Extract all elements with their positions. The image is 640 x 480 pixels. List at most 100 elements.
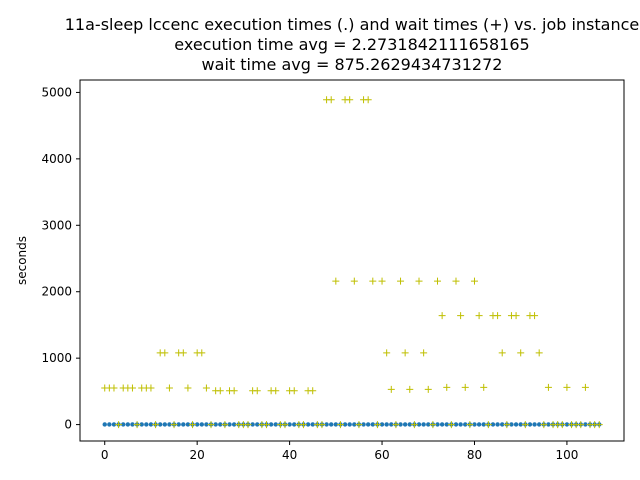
execution-time-point bbox=[231, 422, 237, 427]
wait-time-point bbox=[383, 349, 391, 357]
wait-time-point bbox=[470, 277, 478, 285]
wait-time-point bbox=[170, 421, 178, 429]
execution-time-point bbox=[463, 422, 468, 427]
y-axis: 0 1000 2000 3000 4000 5000 bbox=[41, 85, 80, 432]
wait-time-point bbox=[475, 312, 483, 320]
wait-time-point bbox=[327, 96, 335, 104]
wait-time-point bbox=[498, 349, 506, 357]
y-tick-label: 5000 bbox=[41, 85, 72, 99]
wait-time-point bbox=[350, 277, 358, 285]
execution-time-point bbox=[509, 422, 514, 427]
execution-time-point bbox=[481, 422, 486, 427]
execution-time-point bbox=[453, 422, 459, 427]
wait-time-point bbox=[110, 384, 118, 392]
wait-time-point bbox=[429, 421, 437, 429]
x-tick-label: 60 bbox=[374, 448, 389, 462]
wait-time-point bbox=[410, 421, 418, 429]
wait-time-point bbox=[202, 384, 210, 392]
wait-time-point bbox=[447, 421, 455, 429]
wait-time-point bbox=[521, 421, 529, 429]
wait-time-point bbox=[253, 387, 261, 395]
execution-time-point bbox=[310, 422, 315, 427]
title-line: wait time avg = 875.2629434731272 bbox=[202, 55, 503, 74]
execution-time-point bbox=[324, 422, 329, 427]
x-tick-label: 0 bbox=[101, 448, 109, 462]
execution-time-point bbox=[347, 422, 352, 427]
execution-time-point bbox=[536, 422, 542, 427]
wait-time-point bbox=[544, 383, 552, 391]
wait-time-point bbox=[438, 312, 446, 320]
wait-time-point bbox=[290, 387, 298, 395]
wait-time-point bbox=[318, 421, 326, 429]
execution-time-point bbox=[167, 422, 172, 427]
execution-time-point bbox=[292, 422, 297, 427]
wait-time-point bbox=[133, 421, 141, 429]
execution-time-point bbox=[379, 422, 385, 427]
execution-time-point bbox=[111, 422, 117, 427]
wait-time-point bbox=[581, 383, 589, 391]
execution-time-point bbox=[329, 422, 334, 427]
execution-time-point bbox=[107, 422, 112, 427]
wait-time-point bbox=[115, 421, 123, 429]
plot-marks bbox=[101, 96, 603, 429]
wait-time-point bbox=[457, 312, 465, 320]
wait-time-point bbox=[517, 349, 525, 357]
wait-time-point bbox=[369, 277, 377, 285]
wait-time-point bbox=[152, 421, 160, 429]
wait-time-point bbox=[540, 421, 548, 429]
execution-time-point bbox=[218, 422, 223, 427]
execution-time-point bbox=[444, 422, 449, 427]
execution-time-point bbox=[250, 422, 255, 427]
wait-time-point bbox=[147, 384, 155, 392]
y-tick-label: 0 bbox=[64, 418, 72, 432]
wait-time-point bbox=[355, 421, 363, 429]
execution-time-point bbox=[389, 422, 394, 427]
execution-time-point bbox=[532, 422, 537, 427]
execution-time-point bbox=[583, 422, 588, 427]
execution-time-point bbox=[407, 422, 412, 427]
wait-time-point bbox=[480, 383, 488, 391]
execution-time-point bbox=[139, 422, 144, 427]
execution-time-point bbox=[157, 422, 163, 427]
execution-time-point bbox=[365, 422, 371, 427]
wait-time-point bbox=[392, 421, 400, 429]
execution-time-point bbox=[490, 422, 496, 427]
execution-time-point bbox=[342, 422, 348, 427]
execution-time-point bbox=[162, 422, 168, 427]
wait-time-point bbox=[434, 277, 442, 285]
wait-time-point bbox=[281, 421, 289, 429]
wait-time-point bbox=[336, 421, 344, 429]
execution-time-point bbox=[458, 422, 463, 427]
wait-time-point bbox=[161, 349, 169, 357]
execution-time-point bbox=[564, 422, 570, 427]
execution-time-point bbox=[352, 422, 357, 427]
wait-time-point bbox=[443, 383, 451, 391]
execution-time-point bbox=[398, 422, 403, 427]
wait-time-point bbox=[346, 96, 354, 104]
wait-time-point bbox=[262, 421, 270, 429]
wait-time-point bbox=[189, 421, 197, 429]
execution-time-point bbox=[472, 422, 477, 427]
wait-time-point bbox=[373, 421, 381, 429]
wait-time-point bbox=[503, 421, 511, 429]
wait-time-point bbox=[577, 421, 585, 429]
execution-time-point bbox=[518, 422, 523, 427]
execution-time-point bbox=[181, 422, 186, 427]
wait-time-point bbox=[397, 277, 405, 285]
execution-time-point bbox=[370, 422, 375, 427]
wait-time-point bbox=[494, 312, 502, 320]
execution-time-point bbox=[421, 422, 426, 427]
wait-time-point bbox=[198, 349, 206, 357]
execution-time-point bbox=[102, 422, 107, 427]
wait-time-point bbox=[207, 421, 215, 429]
chart-title: 11a-sleep lccenc execution times (.) and… bbox=[65, 15, 640, 74]
execution-time-point bbox=[402, 422, 408, 427]
execution-time-point bbox=[125, 422, 131, 427]
wait-time-point bbox=[420, 349, 428, 357]
wait-time-point bbox=[299, 421, 307, 429]
execution-time-point bbox=[527, 422, 533, 427]
execution-time-point bbox=[185, 422, 191, 427]
execution-time-point bbox=[426, 422, 431, 427]
execution-time-point bbox=[500, 422, 505, 427]
execution-time-point bbox=[273, 422, 278, 427]
